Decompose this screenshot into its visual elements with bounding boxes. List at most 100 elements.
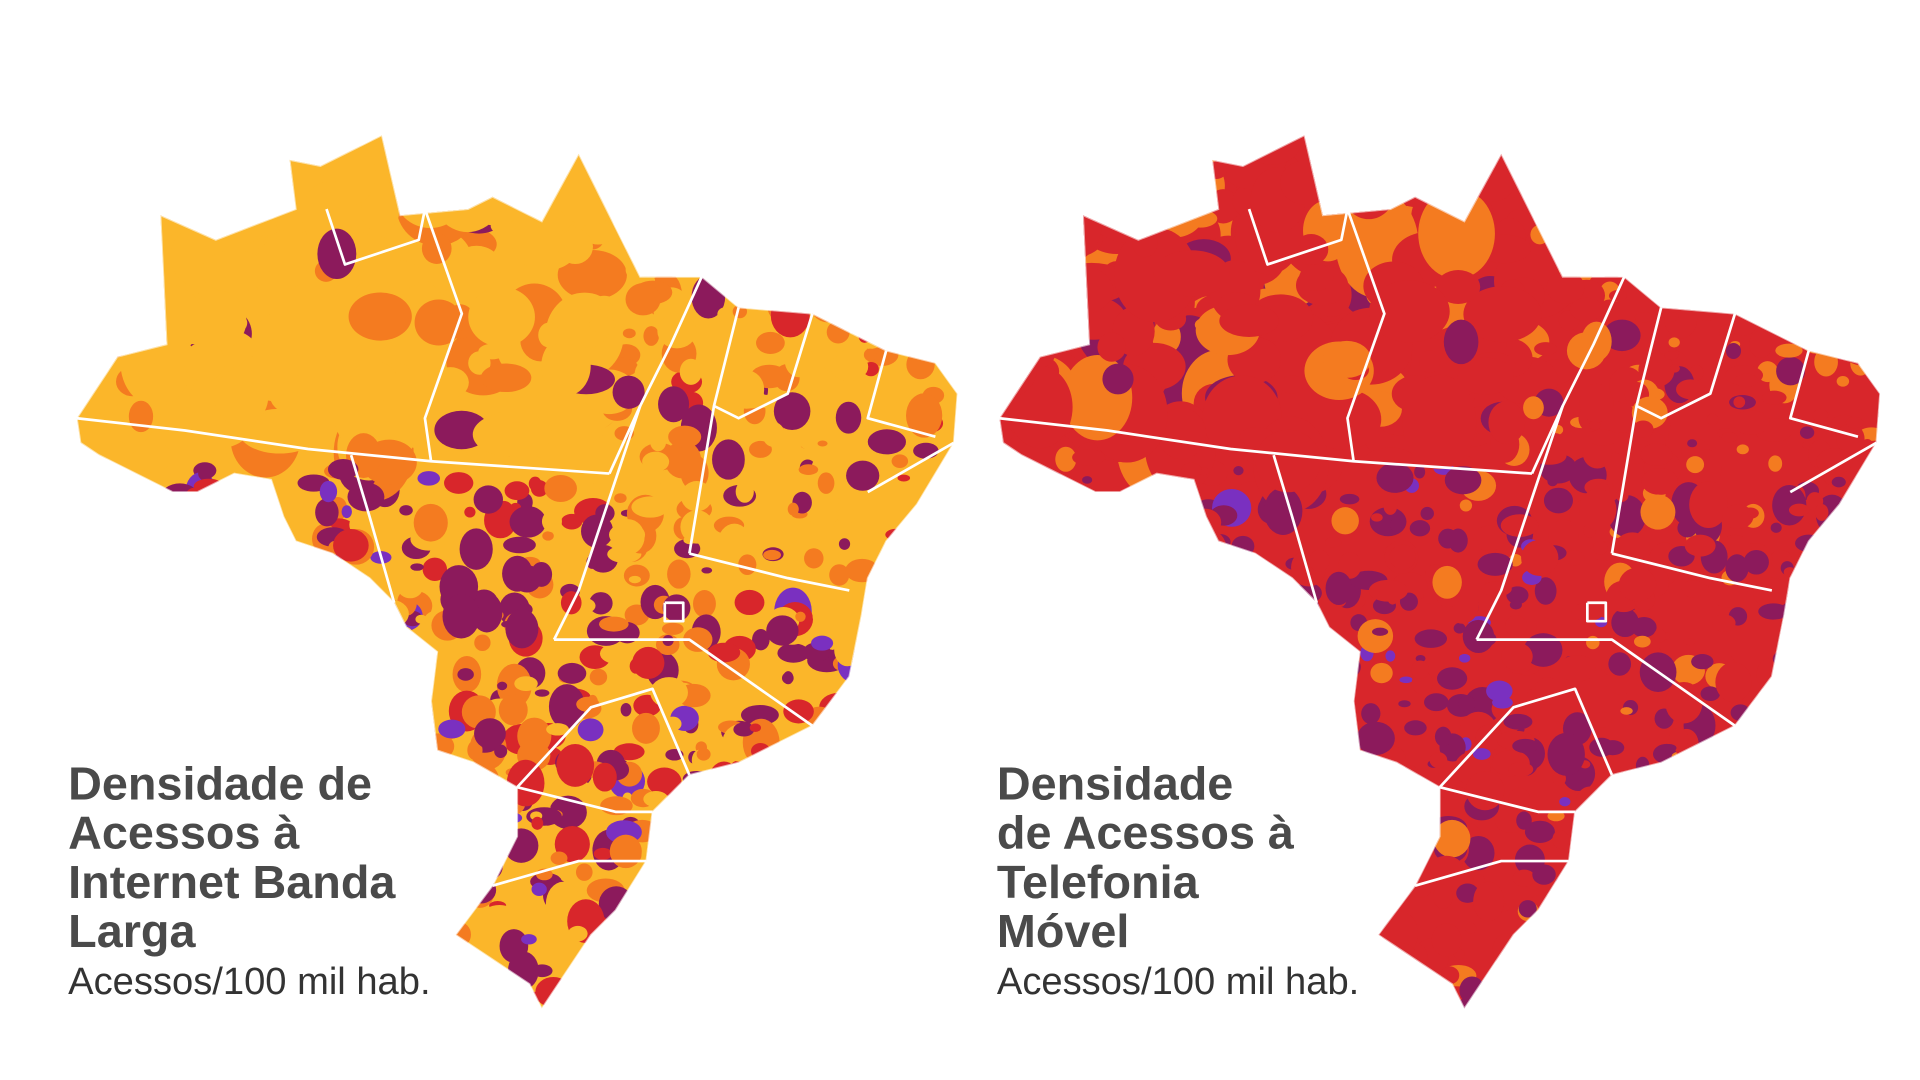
municipality-patch [752, 629, 770, 651]
municipality-patch [1006, 190, 1049, 235]
municipality-patch [1121, 676, 1152, 710]
municipality-patch [1031, 146, 1065, 172]
municipality-patch [786, 198, 815, 214]
municipality-patch [1034, 714, 1050, 734]
municipality-patch [872, 890, 909, 935]
municipality-patch [812, 247, 852, 280]
municipality-patch [1820, 987, 1851, 1009]
municipality-patch [1197, 638, 1219, 663]
municipality-patch [1436, 270, 1481, 304]
municipality-patch [796, 735, 832, 755]
municipality-patch [1640, 494, 1676, 530]
municipality-patch [1765, 197, 1791, 223]
municipality-patch [902, 166, 934, 184]
municipality-patch [1547, 810, 1565, 822]
municipality-patch [624, 211, 644, 230]
municipality-patch [1153, 250, 1230, 297]
municipality-patch [1107, 150, 1180, 233]
municipality-patch [276, 665, 304, 689]
municipality-patch [1197, 857, 1228, 885]
municipality-patch [1734, 373, 1759, 388]
municipality-patch [467, 148, 540, 201]
municipality-patch [1681, 580, 1705, 598]
municipality-patch [214, 368, 269, 426]
municipality-patch [1027, 167, 1077, 215]
municipality-patch [1733, 396, 1746, 408]
municipality-patch [104, 637, 136, 666]
municipality-patch [781, 672, 794, 684]
municipality-patch [662, 594, 691, 622]
municipality-patch [1010, 275, 1049, 317]
municipality-patch [1107, 626, 1139, 653]
municipality-patch [827, 787, 848, 811]
municipality-patch [1507, 973, 1526, 983]
municipality-patch [823, 924, 847, 945]
municipality-patch [275, 616, 307, 636]
municipality-patch [881, 156, 914, 184]
municipality-patch [1766, 832, 1794, 865]
municipality-patch [697, 901, 727, 933]
municipality-patch [731, 926, 751, 941]
municipality-patch [829, 497, 841, 505]
municipality-patch [1687, 439, 1698, 448]
municipality-patch [1448, 528, 1468, 553]
municipality-patch [1134, 712, 1157, 725]
municipality-patch [94, 222, 161, 284]
municipality-patch [752, 952, 776, 970]
municipality-patch [1792, 688, 1818, 717]
municipality-patch [999, 275, 1035, 314]
municipality-patch [503, 828, 539, 863]
municipality-patch [288, 702, 313, 720]
municipality-patch [1167, 680, 1180, 696]
state-border [1788, 350, 1859, 438]
municipality-patch [777, 643, 810, 663]
municipality-patch [832, 203, 846, 211]
municipality-patch [206, 179, 244, 218]
municipality-patch [1555, 911, 1576, 931]
municipality-patch [1830, 693, 1845, 712]
municipality-patch [1646, 999, 1673, 1009]
municipality-patch [1782, 906, 1807, 925]
municipality-patch [1589, 737, 1614, 757]
municipality-patch [912, 824, 942, 853]
municipality-patch [354, 590, 383, 610]
municipality-patch [1389, 544, 1416, 570]
municipality-patch [546, 723, 569, 736]
municipality-patch [743, 196, 781, 234]
municipality-patch [76, 649, 115, 696]
municipality-patch [499, 148, 531, 172]
municipality-patch [1618, 960, 1643, 980]
municipality-patch [824, 955, 852, 976]
municipality-patch [924, 989, 938, 1003]
municipality-patch [878, 282, 913, 315]
municipality-patch [798, 464, 819, 475]
municipality-patch [1834, 224, 1874, 274]
municipality-patch [1559, 165, 1571, 174]
municipality-patch [880, 305, 899, 323]
municipality-patch [911, 217, 939, 246]
municipality-patch [1761, 863, 1775, 874]
municipality-patch [1825, 601, 1836, 614]
municipality-patch [887, 575, 901, 585]
municipality-patch [107, 489, 126, 504]
municipality-patch [1203, 651, 1233, 677]
municipality-patch [1216, 894, 1252, 913]
municipality-patch [1828, 824, 1856, 856]
municipality-patch [1413, 135, 1441, 141]
municipality-patch [947, 807, 958, 833]
municipality-patch [1752, 577, 1791, 609]
municipality-patch [1564, 549, 1585, 566]
municipality-patch [1399, 676, 1413, 684]
municipality-patch [1737, 941, 1757, 954]
municipality-patch [232, 595, 245, 602]
municipality-patch [94, 321, 134, 358]
municipality-patch [1835, 669, 1866, 689]
municipality-patch [1800, 708, 1839, 741]
municipality-patch [649, 218, 663, 235]
municipality-patch [740, 770, 773, 797]
municipality-patch [1632, 420, 1654, 438]
municipality-patch [1780, 931, 1805, 945]
municipality-patch [727, 171, 738, 180]
municipality-patch [922, 855, 939, 874]
municipality-patch [632, 168, 670, 212]
